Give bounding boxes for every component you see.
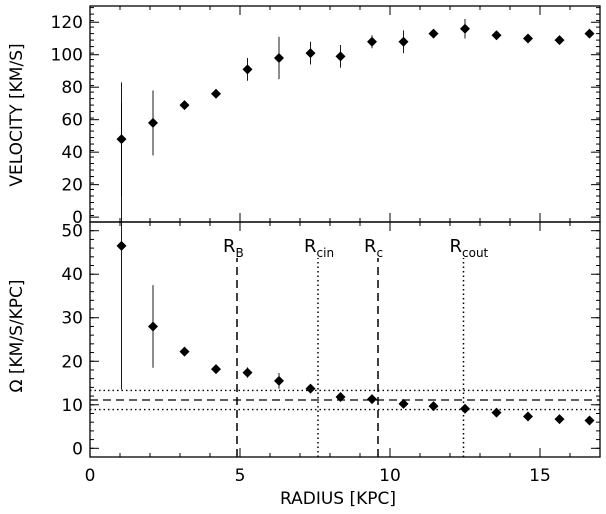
omega-data-point [116, 240, 127, 251]
velocity-ytick-label: 120 [51, 13, 83, 33]
velocity-ytick-label: 80 [61, 78, 83, 98]
radius-axis-label: RADIUS [KPC] [280, 489, 396, 509]
velocity-data-point [460, 23, 470, 34]
omega-ytick-label: 40 [61, 265, 83, 285]
velocity-data-point [305, 48, 316, 59]
omega-data-point [148, 321, 158, 332]
velocity-ytick-label: 100 [51, 46, 83, 66]
velocity-data-point [242, 64, 253, 75]
omega-ytick-label: 20 [61, 352, 83, 372]
velocity-data-point [148, 117, 158, 128]
omega-data-point [491, 407, 502, 418]
omega-ytick-label: 50 [61, 222, 83, 242]
omega-data-point [305, 383, 316, 394]
radius-c-label: Rc [364, 236, 383, 260]
velocity-data-point [335, 51, 346, 62]
velocity-data-point [554, 35, 565, 46]
radius-cin-label: Rcin [304, 236, 334, 260]
omega-ytick-label: 30 [61, 309, 83, 329]
omega-data-point [367, 394, 377, 405]
omega-plot-frame [89, 221, 601, 458]
velocity-panel: 0 20 40 60 80 100 120 [51, 5, 601, 228]
velocity-data-point [584, 28, 595, 39]
radius-cout-label: Rcout [450, 236, 489, 260]
omega-axis-label: Ω [KM/S/KPC] [7, 280, 27, 393]
velocity-ytick-label: 0 [72, 208, 83, 228]
omega-ytick-label: 0 [72, 439, 83, 459]
velocity-data-point [398, 36, 409, 47]
omega-data-point [242, 367, 253, 378]
velocity-data-point [523, 33, 533, 44]
omega-xtick-label: 0 [85, 466, 96, 486]
omega-ytick-label: 10 [61, 396, 83, 416]
omega-xtick-label: 10 [379, 466, 401, 486]
omega-data-point [584, 415, 595, 426]
velocity-data-point [211, 88, 221, 99]
velocity-data-point [428, 28, 439, 39]
omega-data-point [554, 414, 565, 425]
velocity-ytick-label: 40 [61, 143, 83, 163]
velocity-data-point [367, 36, 377, 47]
omega-data-point [460, 403, 470, 414]
omega-data-point [398, 398, 409, 409]
omega-data-point [179, 346, 190, 357]
omega-xtick-label: 15 [529, 466, 551, 486]
velocity-data-point [274, 52, 284, 63]
omega-data-point [523, 411, 533, 422]
radius-B-label: RB [223, 236, 244, 260]
velocity-ytick-label: 20 [61, 176, 83, 196]
omega-xtick-label: 5 [235, 466, 246, 486]
omega-data-point [274, 375, 284, 386]
velocity-axis-label: VELOCITY [KM/S] [7, 43, 27, 186]
velocity-data-point [179, 100, 190, 111]
omega-data-point [335, 391, 346, 402]
omega-data-point [428, 401, 439, 412]
omega-data-point [211, 364, 221, 375]
velocity-ytick-label: 60 [61, 111, 83, 131]
velocity-data-point [491, 30, 502, 41]
